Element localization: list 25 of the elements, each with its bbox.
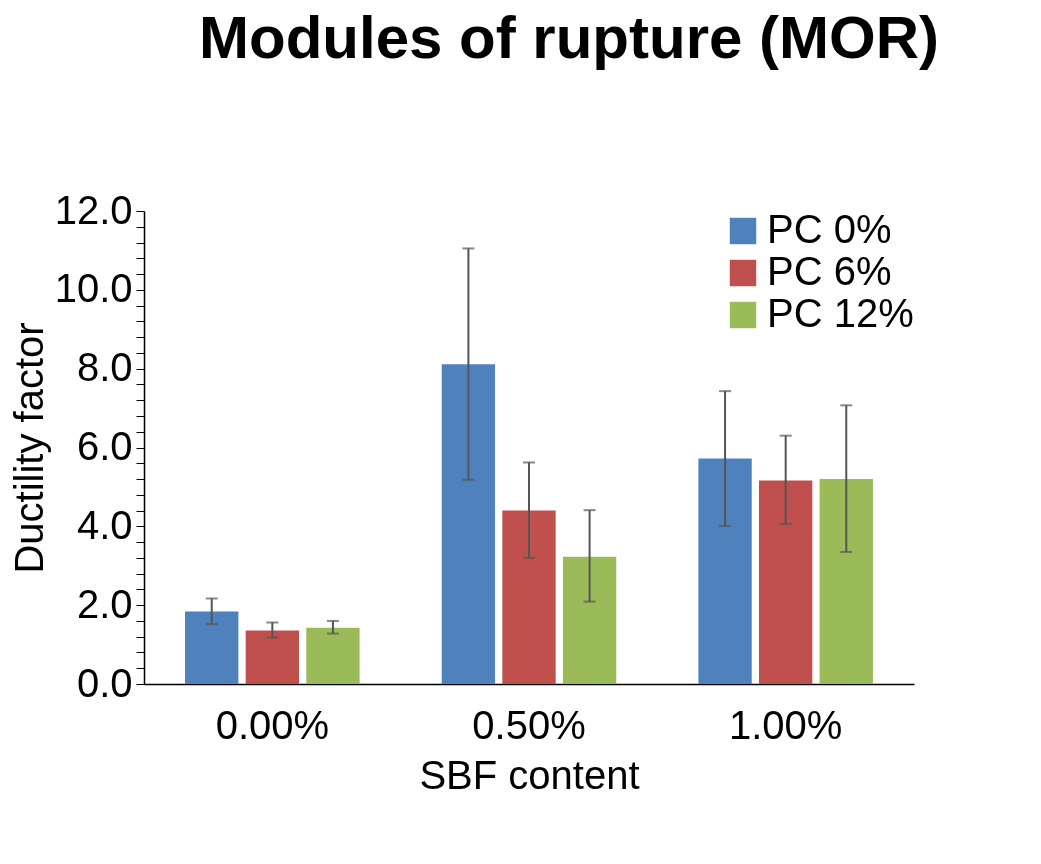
- x-tick-label: 0.00%: [215, 702, 330, 747]
- y-tick-label: 12.0: [54, 187, 133, 232]
- x-axis-title: SBF content: [419, 752, 640, 797]
- legend-label: PC 0%: [767, 207, 892, 251]
- y-tick-label: 8.0: [76, 345, 133, 390]
- bar: [698, 458, 752, 684]
- bar: [441, 364, 496, 684]
- y-tick-label: 0.0: [76, 660, 133, 705]
- chart-title: Modules of rupture (MOR): [199, 4, 939, 71]
- y-tick-label: 10.0: [54, 266, 133, 311]
- legend-label: PC 12%: [767, 291, 914, 335]
- y-axis-title: Ductility factor: [6, 322, 51, 574]
- bar: [759, 480, 813, 684]
- bar: [562, 556, 617, 684]
- bar: [306, 627, 360, 684]
- bar: [245, 630, 299, 684]
- bar: [185, 611, 239, 684]
- y-tick-label: 6.0: [76, 424, 133, 468]
- y-tick-label: 2.0: [76, 581, 133, 626]
- legend-label: PC 6%: [767, 249, 892, 293]
- x-tick-label: 1.00%: [728, 702, 843, 747]
- bar: [819, 479, 873, 684]
- bar: [502, 510, 556, 684]
- x-tick-label: 0.50%: [472, 702, 586, 747]
- y-tick-label: 4.0: [76, 502, 133, 547]
